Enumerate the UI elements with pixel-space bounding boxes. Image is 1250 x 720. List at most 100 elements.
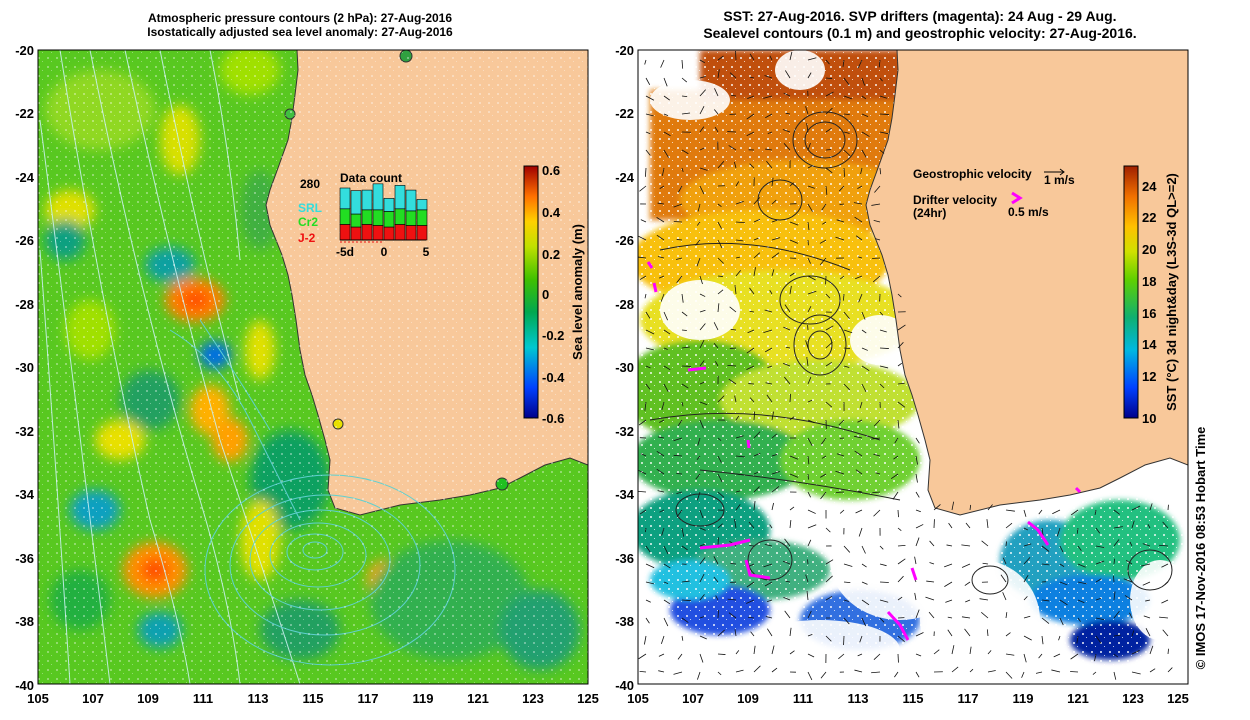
velocity-arrow — [663, 113, 669, 116]
velocity-arrow — [1059, 563, 1065, 567]
velocity-arrow — [1005, 612, 1008, 619]
velocity-arrow — [789, 416, 795, 421]
lat-tick: -26 — [15, 233, 34, 248]
velocity-arrow — [843, 167, 845, 177]
velocity-arrow — [933, 504, 941, 511]
velocity-arrow — [749, 163, 755, 169]
velocity-arrow — [663, 563, 671, 569]
velocity-arrow — [699, 557, 706, 565]
lat-tick: -34 — [615, 487, 635, 502]
velocity-arrow — [717, 239, 723, 249]
velocity-arrow — [638, 470, 647, 475]
velocity-arrow — [879, 149, 885, 154]
velocity-arrow — [807, 559, 809, 565]
velocity-arrow — [789, 519, 792, 529]
velocity-arrow — [638, 653, 647, 660]
velocity-arrow — [717, 395, 725, 403]
velocity-arrow — [857, 256, 863, 259]
velocity-arrow — [764, 581, 773, 587]
velocity-arrow — [681, 635, 684, 641]
velocity-arrow — [1131, 650, 1140, 655]
velocity-arrow — [873, 220, 881, 223]
velocity-arrow — [746, 599, 755, 604]
velocity-arrow — [645, 77, 651, 86]
velocity-arrow — [915, 455, 918, 465]
velocity-arrow — [969, 668, 974, 673]
velocity-arrow — [825, 91, 834, 97]
velocity-arrow — [660, 635, 665, 645]
velocity-arrow — [699, 323, 706, 331]
velocity-arrow — [1041, 599, 1050, 602]
velocity-arrow — [656, 234, 665, 241]
velocity-arrow — [897, 342, 904, 349]
velocity-arrow — [951, 645, 955, 655]
velocity-arrow — [820, 473, 827, 478]
velocity-arrow — [789, 221, 799, 226]
velocity-arrow — [861, 131, 870, 137]
velocity-arrow — [763, 329, 773, 334]
lon-tick: 105 — [27, 691, 49, 706]
velocity-arrow — [825, 167, 833, 174]
velocity-arrow — [807, 509, 816, 514]
sla-colorbar-ramp — [523, 165, 539, 419]
velocity-arrow — [645, 149, 651, 156]
velocity-arrow — [735, 490, 741, 493]
velocity-arrow — [717, 161, 725, 169]
data-count-bar-srl — [361, 189, 373, 211]
velocity-arrow — [753, 197, 761, 205]
velocity-arrow — [783, 326, 791, 331]
velocity-arrow — [807, 473, 809, 480]
velocity-arrow — [1129, 541, 1133, 547]
sst-tick: 14 — [1142, 337, 1157, 352]
data-count-bar-cr2 — [372, 209, 384, 226]
velocity-arrow — [753, 665, 761, 673]
velocity-arrow — [1038, 653, 1043, 659]
velocity-arrow — [663, 329, 671, 335]
velocity-arrow — [946, 544, 953, 547]
velocity-arrow — [873, 419, 881, 427]
velocity-arrow — [746, 581, 755, 588]
data-count-max: 280 — [300, 177, 320, 191]
velocity-arrow — [1056, 527, 1061, 537]
velocity-arrow — [820, 491, 827, 500]
velocity-arrow — [677, 419, 683, 427]
velocity-arrow — [893, 455, 899, 460]
velocity-arrow — [1094, 653, 1097, 662]
velocity-arrow — [1113, 558, 1116, 565]
velocity-arrow — [675, 257, 683, 260]
sla-field — [38, 50, 588, 684]
data-count-bar-srl — [416, 199, 428, 211]
velocity-arrow — [854, 669, 863, 673]
velocity-arrow — [981, 612, 989, 619]
data-count-bar-j2 — [383, 226, 395, 241]
lon-tick: 109 — [137, 691, 159, 706]
velocity-arrow — [699, 401, 708, 406]
velocity-arrow — [965, 599, 971, 603]
velocity-arrow — [843, 383, 851, 391]
velocity-arrow — [1141, 563, 1151, 567]
drifter-scale-icon — [1011, 191, 1023, 205]
velocity-arrow — [734, 519, 737, 529]
velocity-arrow — [1095, 635, 1102, 644]
velocity-arrow — [1059, 581, 1068, 586]
data-count-bar-j2 — [339, 224, 351, 241]
velocity-arrow — [699, 147, 705, 151]
velocity-arrow — [789, 272, 795, 277]
lat-tick: -24 — [15, 170, 35, 185]
sla-tick: -0.4 — [542, 370, 565, 385]
velocity-arrow — [699, 339, 705, 349]
sla-tick: -0.2 — [542, 328, 564, 343]
sst-tick: 18 — [1142, 274, 1156, 289]
velocity-arrow — [771, 645, 775, 655]
velocity-arrow — [1023, 615, 1031, 619]
velocity-arrow — [1113, 671, 1117, 680]
velocity-arrow — [660, 59, 665, 68]
velocity-arrow — [1095, 560, 1105, 565]
velocity-arrow — [925, 596, 935, 601]
velocity-arrow — [1131, 505, 1141, 511]
velocity-arrow — [873, 453, 881, 457]
velocity-arrow — [644, 635, 647, 645]
velocity-arrow — [890, 473, 899, 480]
velocity-arrow — [986, 629, 989, 637]
velocity-arrow — [699, 185, 705, 195]
